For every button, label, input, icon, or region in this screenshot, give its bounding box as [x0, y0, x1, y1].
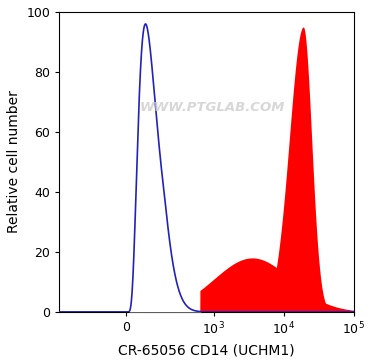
Text: WWW.PTGLAB.COM: WWW.PTGLAB.COM — [140, 102, 285, 114]
X-axis label: CR-65056 CD14 (UCHM1): CR-65056 CD14 (UCHM1) — [118, 343, 295, 357]
Y-axis label: Relative cell number: Relative cell number — [7, 91, 21, 233]
